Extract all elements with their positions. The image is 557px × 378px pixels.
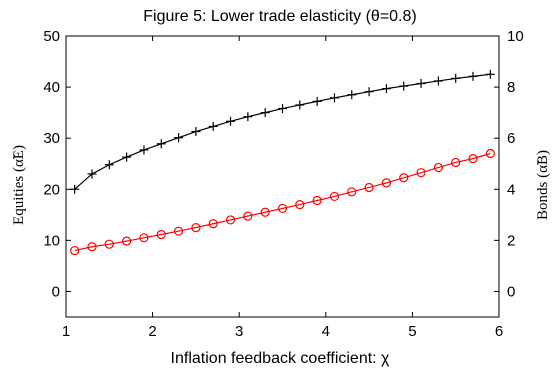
- equities-data-point: [399, 81, 409, 91]
- y-left-tick-label: 20: [43, 181, 60, 198]
- bonds-data-point: [156, 229, 166, 240]
- equities-data-point: [364, 87, 374, 97]
- bonds-data-point: [347, 187, 357, 197]
- bonds-data-point: [416, 168, 426, 178]
- plot-frame: [65, 35, 500, 318]
- y-right-tick-label: 4: [507, 181, 515, 198]
- x-tick-label: 2: [148, 323, 156, 340]
- equities-data-point: [122, 152, 132, 162]
- equities-data-point: [87, 169, 97, 179]
- equities-data-point: [104, 160, 114, 170]
- bonds-data-point: [191, 222, 201, 233]
- bonds-data-point: [485, 148, 495, 159]
- bonds-data-point: [122, 236, 132, 246]
- bonds-data-point: [312, 195, 322, 206]
- y-left-tick-label: 10: [43, 232, 60, 249]
- equities-data-point: [278, 104, 287, 114]
- bonds-data-point: [87, 242, 97, 252]
- equities-data-point: [226, 116, 236, 126]
- x-tick-label: 6: [495, 323, 503, 340]
- equities-data-point: [174, 133, 184, 143]
- bonds-data-point: [173, 226, 184, 236]
- y-left-tick-label: 50: [43, 28, 60, 45]
- bonds-data-point: [104, 239, 114, 249]
- bonds-data-point: [329, 191, 340, 202]
- bonds-data-point: [208, 219, 218, 229]
- y-left-tick-label: 30: [43, 130, 60, 147]
- equities-data-point: [485, 69, 495, 79]
- bonds-data-point: [381, 178, 392, 188]
- bonds-data-point: [399, 173, 409, 183]
- chart-title: Figure 5: Lower trade elasticity (θ=0.8): [143, 8, 416, 25]
- ticks-layer: 1 2 3 4 5 6 0 10 20 30 40 50 0 2 4 6 8 10: [43, 28, 523, 340]
- bonds-data-point: [70, 245, 80, 256]
- equities-data-point: [468, 71, 478, 81]
- bonds-data-point: [433, 162, 443, 173]
- x-tick-label: 3: [235, 323, 243, 340]
- bonds-data-point: [451, 157, 461, 168]
- y-right-tick-label: 0: [507, 283, 515, 300]
- bonds-data-point: [295, 200, 305, 210]
- equities-data-point: [191, 127, 201, 137]
- bonds-series-line: [74, 152, 491, 252]
- equities-data-point: [260, 108, 270, 118]
- y-left-tick-label: 40: [43, 79, 60, 96]
- x-tick-label: 5: [408, 323, 416, 340]
- y-left-tick-label: 0: [52, 283, 60, 300]
- x-tick-label: 4: [322, 323, 330, 340]
- y-right-tick-label: 8: [507, 79, 515, 96]
- equities-data-point: [451, 73, 461, 83]
- equities-series-line: [74, 73, 491, 190]
- bonds-data-point: [277, 203, 288, 214]
- equities-data-point: [295, 100, 305, 110]
- y-right-tick-label: 10: [507, 28, 524, 45]
- bonds-data-point: [468, 154, 478, 164]
- bonds-data-point: [139, 233, 149, 243]
- equities-data-point: [433, 76, 443, 86]
- equities-data-point: [208, 121, 218, 131]
- bonds-data-point: [225, 215, 236, 225]
- equities-data-point: [70, 184, 80, 194]
- y-axis-label-left: Equities (α̃E): [11, 145, 27, 225]
- equities-data-point: [416, 79, 426, 89]
- x-axis-label: Inflation feedback coefficient: χ: [171, 350, 391, 367]
- equities-data-point: [243, 112, 253, 122]
- equities-data-point: [381, 84, 391, 94]
- y-right-tick-label: 6: [507, 130, 515, 147]
- equities-data-point: [312, 96, 322, 106]
- bonds-data-point: [260, 207, 270, 217]
- bonds-data-point: [243, 211, 253, 221]
- equities-data-point: [329, 93, 339, 103]
- x-tick-label: 1: [62, 323, 70, 340]
- equities-data-point: [347, 90, 357, 100]
- equities-data-point: [156, 139, 166, 149]
- y-axis-label-right: Bonds (α̃B): [535, 150, 551, 220]
- equities-data-point: [139, 145, 149, 155]
- bonds-data-point: [364, 182, 374, 193]
- y-right-tick-label: 2: [507, 232, 515, 249]
- series-layer: [70, 69, 495, 256]
